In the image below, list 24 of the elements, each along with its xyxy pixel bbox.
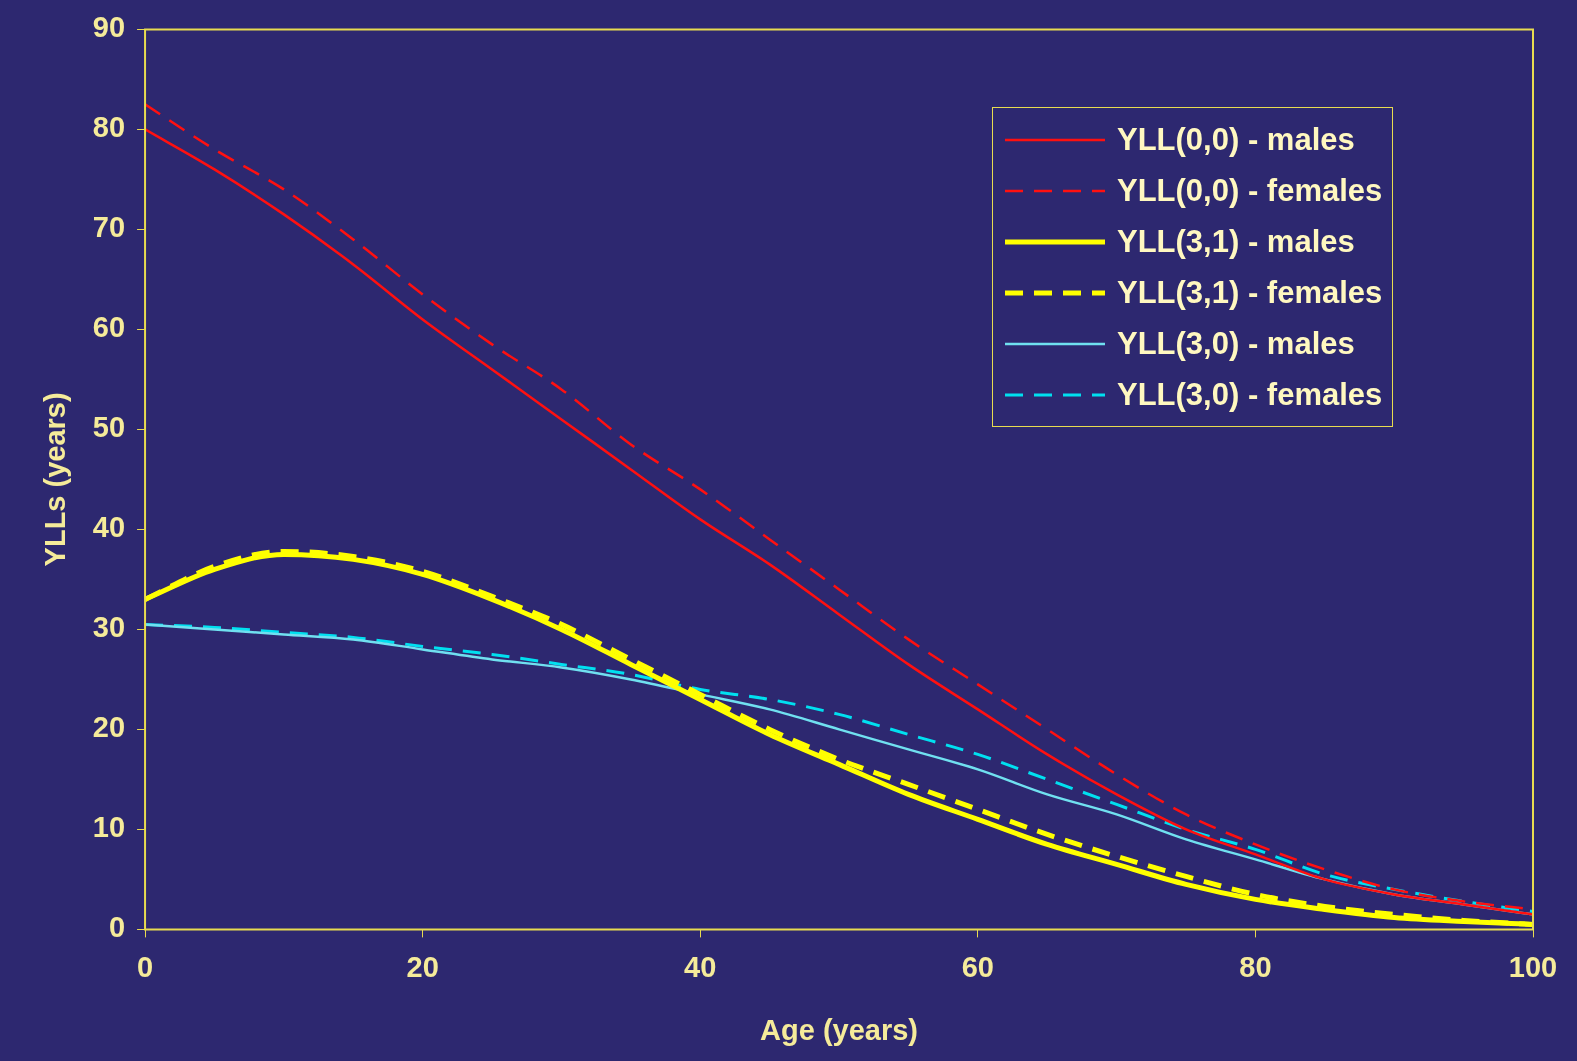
x-tick-label: 100 <box>1508 950 1558 983</box>
y-axis-title: YLLs (years) <box>39 392 72 567</box>
y-tick-label: 50 <box>92 411 126 444</box>
legend-label: YLL(0,0) - females <box>1117 172 1383 209</box>
y-tick-label: 70 <box>92 211 126 244</box>
y-tick-label: 10 <box>92 811 126 844</box>
y-tick-label: 40 <box>92 511 126 544</box>
y-tick-label: 60 <box>92 311 126 344</box>
y-tick-label: 0 <box>108 911 126 944</box>
legend-label: YLL(3,1) - males <box>1117 223 1355 260</box>
y-tick-label: 20 <box>92 711 126 744</box>
legend-label: YLL(3,0) - males <box>1117 325 1355 362</box>
y-tick-label: 80 <box>92 111 126 144</box>
x-tick-label: 20 <box>406 950 439 983</box>
legend-label: YLL(3,0) - females <box>1117 376 1383 413</box>
x-tick-label: 40 <box>684 950 717 983</box>
x-axis-title: Age (years) <box>760 1013 919 1046</box>
y-tick-label: 90 <box>92 11 126 44</box>
legend-label: YLL(3,1) - females <box>1117 274 1383 311</box>
legend-label: YLL(0,0) - males <box>1117 121 1355 158</box>
x-tick-label: 0 <box>136 950 154 983</box>
y-tick-label: 30 <box>92 611 126 644</box>
x-tick-label: 60 <box>961 950 994 983</box>
x-tick-label: 80 <box>1239 950 1272 983</box>
